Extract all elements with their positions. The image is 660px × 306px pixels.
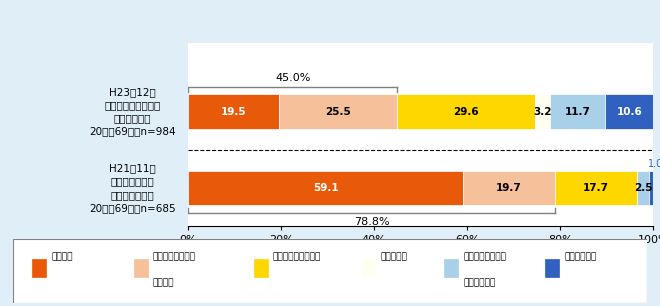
Text: そう思わない: そう思わない — [463, 278, 495, 287]
Bar — [545, 259, 560, 277]
Text: 17.7: 17.7 — [583, 183, 609, 193]
Text: H21年11月
電力中央研究所
訪問留置き調査
20歳～69歳　n=685: H21年11月 電力中央研究所 訪問留置き調査 20歳～69歳 n=685 — [89, 163, 176, 213]
Bar — [188, 95, 279, 129]
Text: 78.8%: 78.8% — [354, 217, 389, 227]
Bar — [555, 171, 637, 205]
Bar — [254, 259, 268, 277]
Text: どちらかというと: どちらかというと — [463, 252, 506, 261]
Text: 25.5: 25.5 — [325, 107, 351, 117]
Bar — [133, 259, 148, 277]
Text: 45.0%: 45.0% — [275, 73, 310, 83]
Bar — [362, 259, 376, 277]
Text: どちらともいえない: どちらともいえない — [273, 252, 321, 261]
Text: 59.1: 59.1 — [313, 183, 339, 193]
Bar — [463, 171, 555, 205]
Text: 29.6: 29.6 — [453, 107, 479, 117]
Text: 19.7: 19.7 — [496, 183, 522, 193]
Bar — [535, 95, 550, 129]
Bar — [444, 259, 458, 277]
Bar — [32, 259, 46, 277]
Bar — [188, 171, 463, 205]
Bar — [649, 171, 653, 205]
Text: 3.2: 3.2 — [533, 107, 552, 117]
Text: 11.7: 11.7 — [564, 107, 590, 117]
Text: H23年12月
科学技術政策研究所
訪問面接調査
20歳～69歳　n=984: H23年12月 科学技術政策研究所 訪問面接調査 20歳～69歳 n=984 — [89, 87, 176, 136]
Text: 1.0: 1.0 — [648, 159, 660, 170]
Text: そう思う: そう思う — [152, 278, 174, 287]
Text: 2.5: 2.5 — [634, 183, 652, 193]
Bar — [397, 95, 535, 129]
Bar — [605, 95, 654, 129]
Text: どちらかというと: どちらかというと — [152, 252, 195, 261]
Bar — [550, 95, 605, 129]
Bar — [637, 171, 649, 205]
Text: そう思う: そう思う — [51, 252, 73, 261]
Text: そう思わない: そう思わない — [564, 252, 597, 261]
Bar — [279, 95, 397, 129]
Text: 10.6: 10.6 — [616, 107, 642, 117]
Text: 19.5: 19.5 — [220, 107, 246, 117]
Text: わからない: わからない — [381, 252, 408, 261]
